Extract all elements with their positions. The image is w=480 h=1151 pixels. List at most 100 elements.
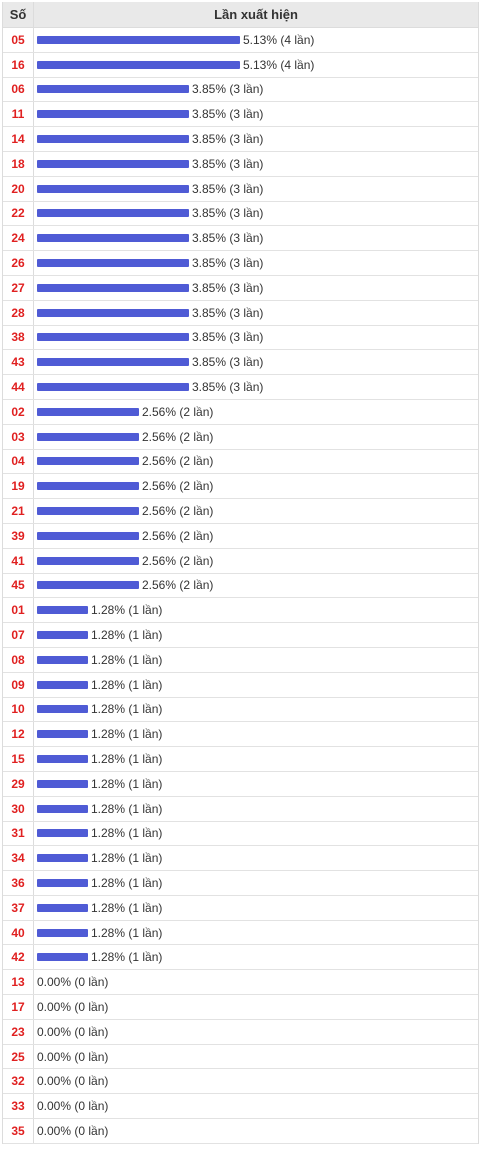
- table-row: 36 1.28% (1 lần): [3, 871, 478, 896]
- frequency-bar: [37, 35, 240, 44]
- frequency-label: 1.28% (1 lần): [91, 801, 163, 816]
- row-number: 22: [3, 201, 34, 226]
- row-number: 41: [3, 548, 34, 573]
- table-row: 45 2.56% (2 lần): [3, 573, 478, 599]
- frequency-label: 1.28% (1 lần): [91, 628, 163, 643]
- table-row: 28 3.85% (3 lần): [3, 300, 478, 326]
- frequency-bar: [37, 184, 189, 193]
- row-number: 32: [3, 1069, 34, 1094]
- row-number: 18: [3, 151, 34, 176]
- frequency-bar: [37, 631, 88, 640]
- frequency-bar: [37, 705, 88, 714]
- table-row: 29 1.28% (1 lần): [3, 771, 478, 797]
- frequency-label: 1.28% (1 lần): [91, 776, 163, 791]
- frequency-bar: [37, 507, 139, 516]
- frequency-bar: [37, 854, 88, 863]
- table-row: 27 3.85% (3 lần): [3, 275, 478, 301]
- table-row: 12 1.28% (1 lần): [3, 722, 478, 748]
- table-row: 11 3.85% (3 lần): [3, 102, 478, 128]
- frequency-label: 1.28% (1 lần): [91, 925, 163, 940]
- table-row: 35 0.00% (0 lần): [3, 1119, 478, 1144]
- row-frequency-cell: 3.85% (3 lần): [34, 326, 478, 350]
- row-frequency-cell: 3.85% (3 lần): [34, 152, 478, 176]
- table-row: 33 0.00% (0 lần): [3, 1094, 478, 1120]
- frequency-bar: [37, 85, 189, 94]
- frequency-bar: [37, 432, 139, 441]
- table-row: 44 3.85% (3 lần): [3, 375, 478, 400]
- frequency-label: 3.85% (3 lần): [192, 231, 264, 246]
- row-number: 36: [3, 871, 34, 895]
- row-frequency-cell: 1.28% (1 lần): [34, 623, 478, 647]
- row-number: 08: [3, 647, 34, 672]
- frequency-label: 3.85% (3 lần): [192, 181, 264, 196]
- frequency-label: 3.85% (3 lần): [192, 305, 264, 320]
- table-row: 32 0.00% (0 lần): [3, 1069, 478, 1095]
- frequency-bar: [37, 606, 88, 615]
- frequency-bar: [37, 878, 88, 887]
- row-number: 07: [3, 623, 34, 647]
- row-frequency-cell: 0.00% (0 lần): [34, 1045, 478, 1069]
- table-row: 30 1.28% (1 lần): [3, 796, 478, 822]
- row-frequency-cell: 1.28% (1 lần): [34, 896, 478, 920]
- row-number: 30: [3, 796, 34, 821]
- frequency-label: 3.85% (3 lần): [192, 206, 264, 221]
- row-frequency-cell: 0.00% (0 lần): [34, 995, 478, 1019]
- frequency-label: 1.28% (1 lần): [91, 826, 163, 841]
- row-frequency-cell: 0.00% (0 lần): [34, 1119, 478, 1143]
- table-row: 14 3.85% (3 lần): [3, 127, 478, 152]
- row-frequency-cell: 1.28% (1 lần): [34, 822, 478, 846]
- frequency-bar: [37, 779, 88, 788]
- frequency-label: 2.56% (2 lần): [142, 479, 214, 494]
- row-number: 13: [3, 970, 34, 995]
- row-number: 19: [3, 474, 34, 499]
- row-frequency-cell: 1.28% (1 lần): [34, 747, 478, 771]
- row-frequency-cell: 1.28% (1 lần): [34, 797, 478, 821]
- frequency-label: 0.00% (0 lần): [37, 1049, 109, 1064]
- row-number: 16: [3, 52, 34, 77]
- table-row: 15 1.28% (1 lần): [3, 747, 478, 772]
- frequency-label: 0.00% (0 lần): [37, 1024, 109, 1039]
- row-number: 25: [3, 1044, 34, 1069]
- row-frequency-cell: 1.28% (1 lần): [34, 722, 478, 746]
- frequency-label: 2.56% (2 lần): [142, 578, 214, 593]
- table-row: 41 2.56% (2 lần): [3, 548, 478, 574]
- row-frequency-cell: 0.00% (0 lần): [34, 1094, 478, 1118]
- row-number: 31: [3, 821, 34, 846]
- row-frequency-cell: 2.56% (2 lần): [34, 474, 478, 498]
- frequency-bar: [37, 556, 139, 565]
- frequency-label: 2.56% (2 lần): [142, 528, 214, 543]
- frequency-bar: [37, 581, 139, 590]
- row-frequency-cell: 1.28% (1 lần): [34, 921, 478, 945]
- header-frequency: Lần xuất hiện: [214, 7, 298, 22]
- row-frequency-cell: 3.85% (3 lần): [34, 202, 478, 226]
- table-row: 02 2.56% (2 lần): [3, 399, 478, 425]
- table-row: 19 2.56% (2 lần): [3, 474, 478, 500]
- frequency-bar: [37, 903, 88, 912]
- table-row: 06 3.85% (3 lần): [3, 77, 478, 103]
- row-frequency-cell: 3.85% (3 lần): [34, 127, 478, 151]
- row-number: 33: [3, 1094, 34, 1119]
- table-row: 18 3.85% (3 lần): [3, 151, 478, 177]
- frequency-bar: [37, 730, 88, 739]
- frequency-label: 3.85% (3 lần): [192, 107, 264, 122]
- frequency-bar: [37, 60, 240, 69]
- frequency-label: 2.56% (2 lần): [142, 404, 214, 419]
- table-row: 26 3.85% (3 lần): [3, 251, 478, 276]
- row-number: 34: [3, 846, 34, 871]
- frequency-label: 0.00% (0 lần): [37, 975, 109, 990]
- frequency-label: 3.85% (3 lần): [192, 132, 264, 147]
- row-frequency-cell: 1.28% (1 lần): [34, 598, 478, 622]
- frequency-label: 1.28% (1 lần): [91, 752, 163, 766]
- frequency-label: 3.85% (3 lần): [192, 280, 264, 295]
- frequency-label: 3.85% (3 lần): [192, 82, 264, 97]
- frequency-label: 1.28% (1 lần): [91, 727, 163, 742]
- frequency-bar: [37, 407, 139, 416]
- table-row: 17 0.00% (0 lần): [3, 995, 478, 1020]
- frequency-bar: [37, 383, 189, 392]
- row-number: 06: [3, 77, 34, 102]
- table-row: 39 2.56% (2 lần): [3, 523, 478, 549]
- frequency-label: 0.00% (0 lần): [37, 999, 109, 1014]
- row-frequency-cell: 5.13% (4 lần): [34, 53, 478, 77]
- frequency-label: 1.28% (1 lần): [91, 702, 163, 717]
- table-row: 13 0.00% (0 lần): [3, 970, 478, 996]
